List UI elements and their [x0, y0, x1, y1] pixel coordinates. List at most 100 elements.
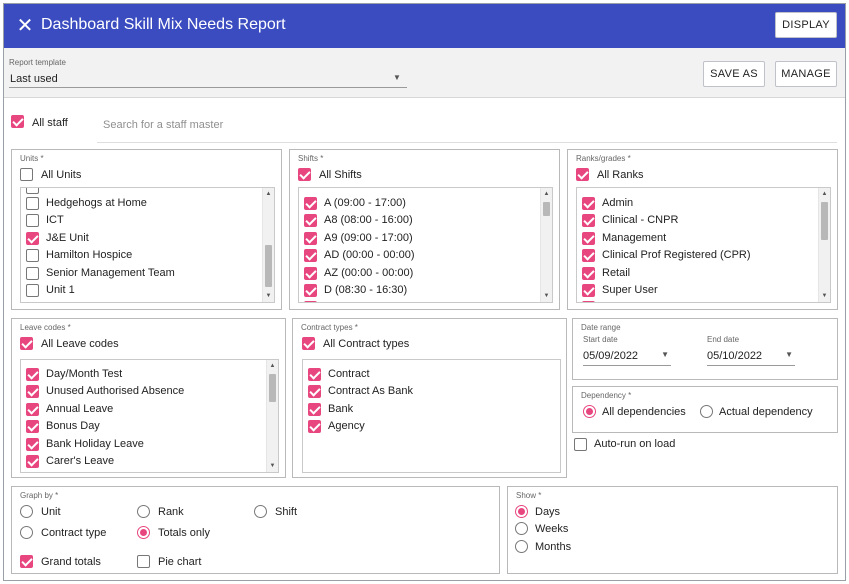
all-units-checkbox[interactable]: [20, 168, 33, 181]
contract-type-checkbox[interactable]: [308, 420, 321, 433]
graph-shift-radio[interactable]: [254, 505, 267, 518]
leave-code-checkbox[interactable]: [26, 455, 39, 468]
unit-checkbox[interactable]: [26, 232, 39, 245]
show-months-radio[interactable]: [515, 540, 528, 553]
end-date-field[interactable]: 05/10/2022 ▼: [707, 348, 795, 366]
scroll-thumb[interactable]: [543, 202, 550, 216]
list-item[interactable]: Bonus Day: [21, 418, 278, 435]
save-as-button[interactable]: SAVE AS: [703, 61, 765, 87]
pie-chart-checkbox[interactable]: [137, 555, 150, 568]
scroll-up-icon[interactable]: ▲: [821, 191, 828, 197]
shift-checkbox[interactable]: [304, 232, 317, 245]
list-item[interactable]: Contract As Bank: [303, 383, 560, 400]
rank-checkbox[interactable]: [582, 284, 595, 297]
contract-type-checkbox[interactable]: [308, 368, 321, 381]
leave-code-checkbox[interactable]: [26, 368, 39, 381]
start-date-field[interactable]: 05/09/2022 ▼: [583, 348, 671, 366]
list-item[interactable]: Super User: [577, 282, 830, 299]
shift-checkbox[interactable]: [304, 214, 317, 227]
unit-checkbox[interactable]: [26, 284, 39, 297]
close-icon[interactable]: ✕: [16, 15, 34, 37]
scroll-up-icon[interactable]: ▲: [543, 191, 550, 197]
rank-checkbox[interactable]: [582, 197, 595, 210]
all-shifts-checkbox[interactable]: [298, 168, 311, 181]
all-contract-types-checkbox[interactable]: [302, 337, 315, 350]
display-button[interactable]: DISPLAY: [775, 12, 837, 38]
all-leave-codes-checkbox[interactable]: [20, 337, 33, 350]
shift-checkbox[interactable]: [304, 301, 317, 302]
leave-codes-list[interactable]: Day/Month Test Unused Authorised Absence…: [20, 359, 279, 473]
scroll-down-icon[interactable]: ▼: [269, 463, 276, 469]
shifts-list[interactable]: A (09:00 - 17:00) A8 (08:00 - 16:00) A9 …: [298, 187, 553, 303]
list-item[interactable]: [21, 470, 278, 472]
list-item[interactable]: Unused Authorised Absence: [21, 383, 278, 400]
list-item[interactable]: [21, 188, 274, 196]
rank-checkbox[interactable]: [582, 214, 595, 227]
unit-checkbox[interactable]: [26, 188, 39, 194]
leave-codes-scrollbar[interactable]: ▲ ▼: [266, 360, 278, 472]
list-item[interactable]: A (09:00 - 17:00): [299, 195, 552, 212]
list-item[interactable]: Annual Leave: [21, 401, 278, 418]
scroll-thumb[interactable]: [269, 374, 276, 402]
shift-checkbox[interactable]: [304, 284, 317, 297]
list-item[interactable]: Retail: [577, 265, 830, 282]
scroll-down-icon[interactable]: ▼: [265, 293, 272, 299]
scroll-up-icon[interactable]: ▲: [269, 363, 276, 369]
list-item[interactable]: D (08:30 - 16:30): [299, 282, 552, 299]
shifts-scrollbar[interactable]: ▲ ▼: [540, 188, 552, 302]
units-scrollbar[interactable]: ▲ ▼: [262, 188, 274, 302]
scroll-down-icon[interactable]: ▼: [821, 293, 828, 299]
list-item[interactable]: Bank: [303, 401, 560, 418]
all-staff-checkbox[interactable]: [11, 115, 24, 128]
list-item[interactable]: Unit 1: [21, 282, 274, 299]
rank-checkbox[interactable]: [582, 267, 595, 280]
unit-checkbox[interactable]: [26, 249, 39, 262]
list-item[interactable]: [299, 299, 552, 302]
graph-totals-only-radio[interactable]: [137, 526, 150, 539]
list-item[interactable]: J&E Unit: [21, 230, 274, 247]
list-item[interactable]: A8 (08:00 - 16:00): [299, 212, 552, 229]
list-item[interactable]: Admin: [577, 195, 830, 212]
list-item[interactable]: Carer's Leave: [21, 453, 278, 470]
list-item[interactable]: Clinical Prof Registered (CPR): [577, 247, 830, 264]
unit-checkbox[interactable]: [26, 197, 39, 210]
staff-master-search-input[interactable]: [101, 116, 501, 134]
show-days-radio[interactable]: [515, 505, 528, 518]
units-list[interactable]: Hedgehogs at Home ICT J&E Unit Hamilton …: [20, 187, 275, 303]
scroll-up-icon[interactable]: ▲: [265, 191, 272, 197]
chevron-down-icon[interactable]: ▼: [785, 350, 793, 359]
show-weeks-radio[interactable]: [515, 522, 528, 535]
graph-rank-radio[interactable]: [137, 505, 150, 518]
end-date-value[interactable]: 05/10/2022: [707, 350, 763, 362]
list-item[interactable]: AZ (00:00 - 00:00): [299, 265, 552, 282]
leave-code-checkbox[interactable]: [26, 438, 39, 451]
chevron-down-icon[interactable]: ▼: [661, 350, 669, 359]
leave-code-checkbox[interactable]: [26, 403, 39, 416]
list-item[interactable]: Management: [577, 230, 830, 247]
ranks-scrollbar[interactable]: ▲ ▼: [818, 188, 830, 302]
scroll-thumb[interactable]: [821, 202, 828, 240]
scroll-thumb[interactable]: [265, 245, 272, 287]
list-item[interactable]: ICT: [21, 212, 274, 229]
list-item[interactable]: Hamilton Hospice: [21, 247, 274, 264]
unit-checkbox[interactable]: [26, 214, 39, 227]
list-item[interactable]: Senior Management Team: [21, 265, 274, 282]
actual-dependency-radio[interactable]: [700, 405, 713, 418]
ranks-list[interactable]: Admin Clinical - CNPR Management Clinica…: [576, 187, 831, 303]
list-item[interactable]: Clinical - CNPR: [577, 212, 830, 229]
report-template-value[interactable]: Last used: [10, 73, 58, 85]
rank-checkbox[interactable]: [582, 249, 595, 262]
leave-code-checkbox[interactable]: [26, 420, 39, 433]
rank-checkbox[interactable]: [582, 232, 595, 245]
unit-checkbox[interactable]: [26, 267, 39, 280]
contract-type-checkbox[interactable]: [308, 385, 321, 398]
list-item[interactable]: Contract: [303, 366, 560, 383]
list-item[interactable]: Agency: [303, 418, 560, 435]
graph-contract-type-radio[interactable]: [20, 526, 33, 539]
list-item[interactable]: AD (00:00 - 00:00): [299, 247, 552, 264]
shift-checkbox[interactable]: [304, 267, 317, 280]
list-item[interactable]: Hedgehogs at Home: [21, 195, 274, 212]
scroll-down-icon[interactable]: ▼: [543, 293, 550, 299]
grand-totals-checkbox[interactable]: [20, 555, 33, 568]
auto-run-checkbox[interactable]: [574, 438, 587, 451]
